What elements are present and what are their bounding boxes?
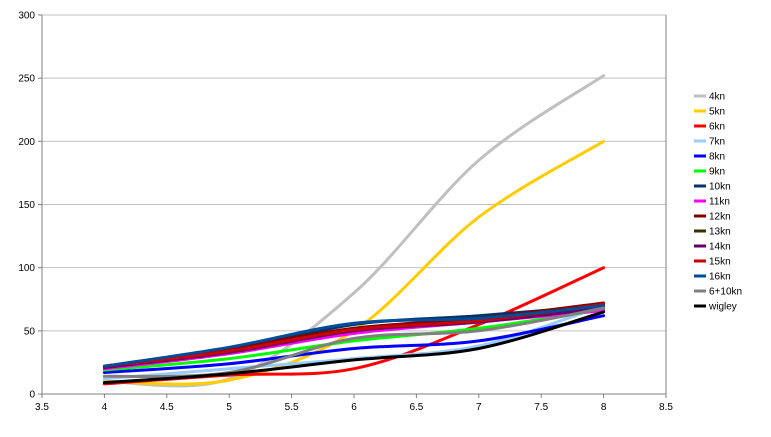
x-tick-label: 4.5 xyxy=(160,402,174,413)
x-tick-label: 3.5 xyxy=(35,402,49,413)
x-tick-label: 6.5 xyxy=(409,402,423,413)
y-tick-label: 250 xyxy=(18,74,35,85)
legend-label: wigley xyxy=(708,302,737,313)
y-tick-label: 100 xyxy=(18,263,35,274)
series-line-9kn xyxy=(102,307,606,372)
x-tick-label: 4 xyxy=(102,402,108,413)
series-line-8kn xyxy=(102,314,606,374)
legend-label: 14kn xyxy=(709,242,731,253)
legend-label: 7kn xyxy=(709,137,725,148)
legend-label: 16kn xyxy=(709,272,731,283)
legend-label: 9kn xyxy=(709,167,725,178)
series-line-wigley xyxy=(102,310,606,385)
y-tick-label: 200 xyxy=(18,137,35,148)
legend-label: 15kn xyxy=(709,257,731,268)
y-tick-label: 0 xyxy=(29,390,35,401)
legend-label: 10kn xyxy=(709,182,731,193)
y-tick-label: 50 xyxy=(24,326,36,337)
x-tick-label: 7.5 xyxy=(534,402,548,413)
x-tick-label: 8 xyxy=(601,402,607,413)
y-tick-label: 150 xyxy=(18,200,35,211)
legend-label: 12kn xyxy=(709,212,731,223)
x-tick-label: 5.5 xyxy=(285,402,299,413)
legend-label: 8kn xyxy=(709,152,725,163)
x-tick-label: 6 xyxy=(351,402,357,413)
gridlines xyxy=(42,14,666,332)
x-tick-label: 7 xyxy=(476,402,482,413)
x-tick-label: 5 xyxy=(226,402,232,413)
legend: 4kn 5kn 6kn 7kn 8kn 9kn 10kn 11kn 12kn 13kn 14kn 15… xyxy=(694,92,742,313)
legend-label: 6kn xyxy=(709,122,725,133)
series-line-16kn xyxy=(102,304,606,368)
series-lines xyxy=(102,74,606,388)
legend-label: 11kn xyxy=(709,197,730,208)
legend-label: 4kn xyxy=(709,92,725,103)
x-axis-ticks: 3.5 4 4.5 5 5.5 6 6.5 7 7.5 8 8.5 xyxy=(35,394,673,413)
y-tick-label: 300 xyxy=(18,11,35,22)
legend-label: 5kn xyxy=(709,107,725,118)
series-line-4kn xyxy=(102,74,606,388)
legend-label: 6+10kn xyxy=(709,287,742,298)
y-axis-ticks: 0 50 100 150 200 250 300 xyxy=(18,11,42,401)
x-tick-label: 8.5 xyxy=(659,402,673,413)
legend-label: 13kn xyxy=(709,227,731,238)
